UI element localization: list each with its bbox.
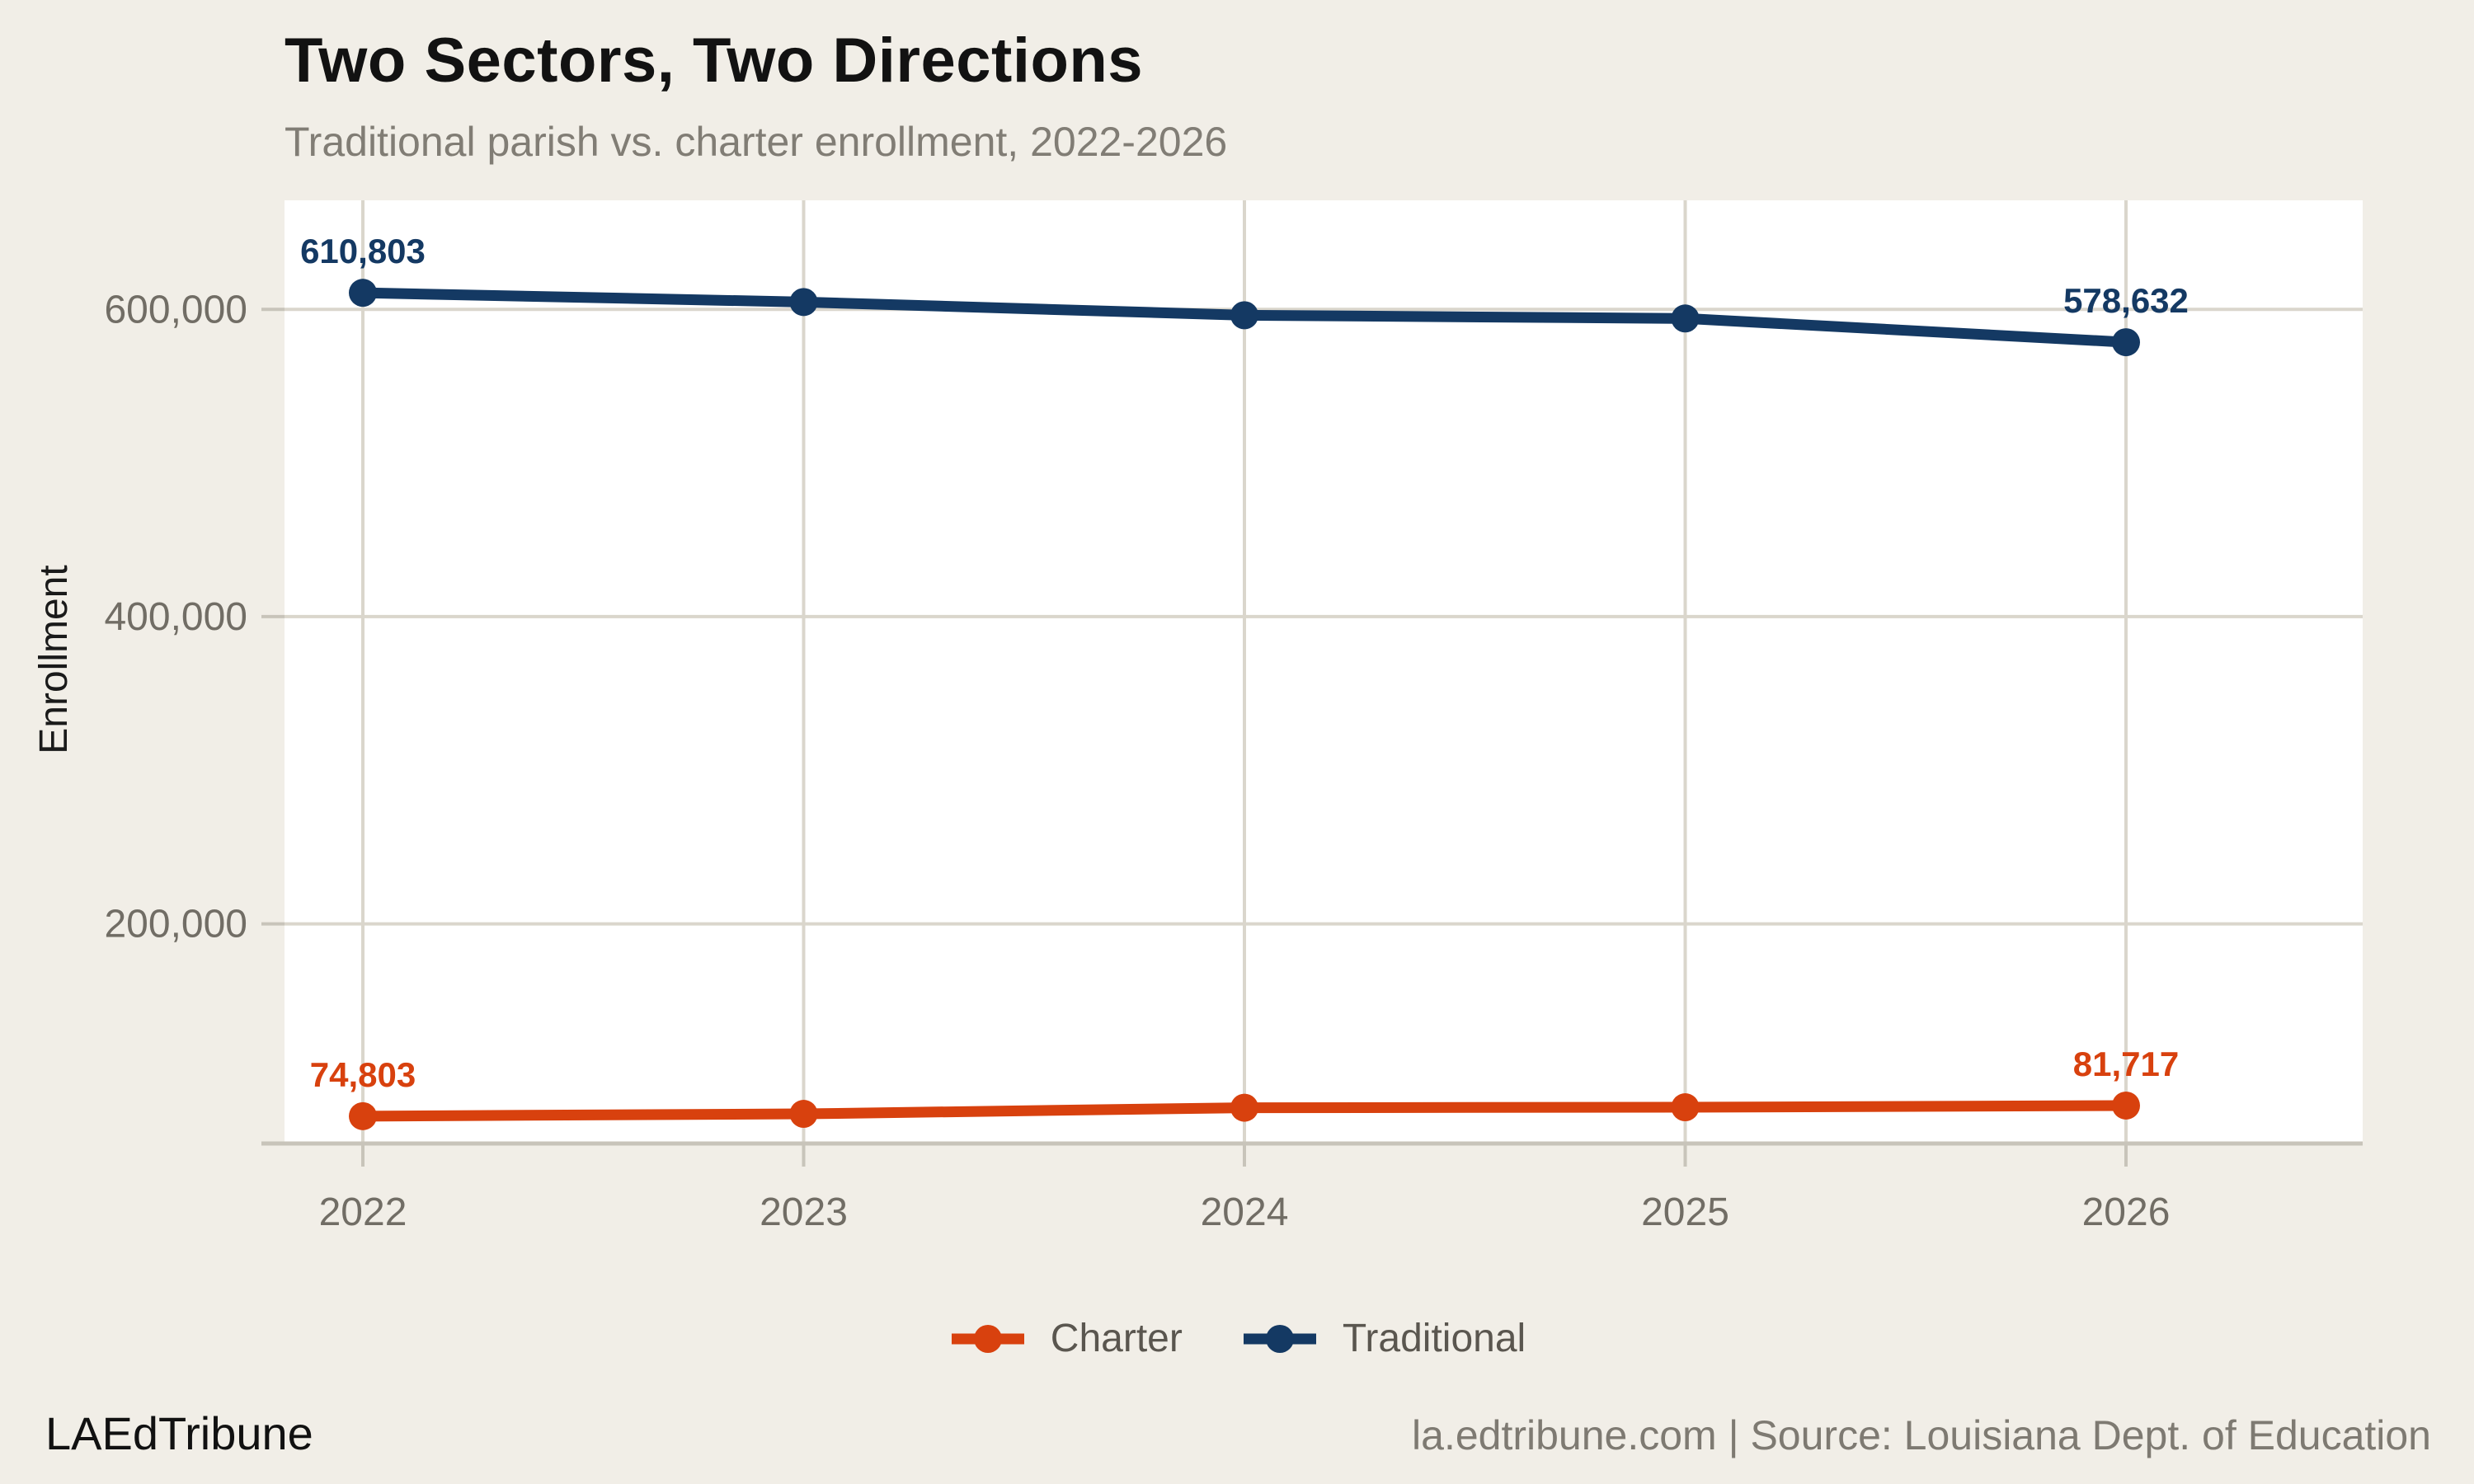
y-tick-label: 200,000 [104,903,247,946]
y-tick-label: 600,000 [104,288,247,331]
traditional-series-marker-icon [1243,1324,1316,1353]
data-point-traditional [1671,304,1700,333]
data-point-charter [789,1100,818,1129]
x-tick-label: 2024 [1201,1190,1289,1234]
point-value-label: 74,803 [310,1055,416,1094]
x-tick-label: 2022 [319,1190,407,1234]
chart-subtitle: Traditional parish vs. charter enrollmen… [285,119,1228,165]
data-point-charter [1230,1093,1258,1122]
x-tick-label: 2023 [760,1190,848,1234]
source-attribution: la.edtribune.com | Source: Louisiana Dep… [1412,1412,2431,1458]
y-tick-label: 400,000 [104,595,247,639]
chart-header: Two Sectors, Two Directions Traditional … [285,25,1227,166]
point-value-label: 81,717 [2073,1045,2179,1083]
data-point-traditional [349,279,377,308]
data-point-traditional [1230,301,1258,330]
legend-label-charter: Charter [1050,1317,1183,1360]
y-axis-title: Enrollment [32,565,76,754]
brand: LAEdTribune [45,1407,313,1459]
point-value-label: 610,803 [300,232,426,270]
charter-series-marker-icon [951,1324,1024,1353]
data-point-traditional [2112,328,2140,357]
data-point-charter [349,1101,377,1130]
data-point-charter [2112,1091,2140,1120]
data-point-charter [1671,1093,1700,1122]
legend-label-traditional: Traditional [1342,1317,1526,1360]
chart-title: Two Sectors, Two Directions [285,26,1144,96]
x-tick-label: 2026 [2082,1190,2171,1234]
legend-item-traditional: Traditional [1240,1316,1526,1361]
point-value-label: 578,632 [2063,281,2189,320]
legend-item-charter: Charter [948,1316,1183,1361]
x-tick-label: 2025 [1641,1190,1729,1234]
footer: LAEdTribune la.edtribune.com | Source: L… [0,1407,2474,1460]
legend: Charter Traditional [0,1316,2474,1361]
plot-area [285,200,2363,1144]
data-point-traditional [789,288,818,317]
